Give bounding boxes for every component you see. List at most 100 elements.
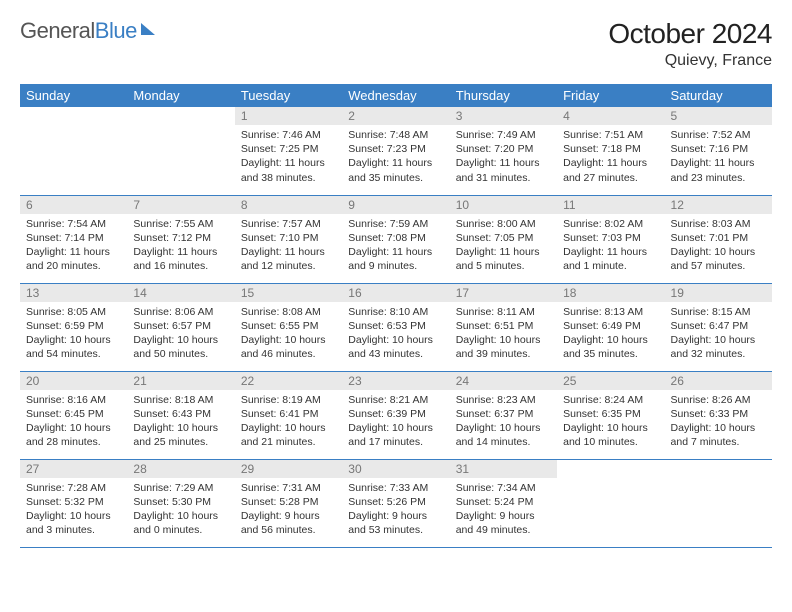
day-details: Sunrise: 8:26 AMSunset: 6:33 PMDaylight:… — [665, 390, 772, 454]
day-details: Sunrise: 7:51 AMSunset: 7:18 PMDaylight:… — [557, 125, 664, 189]
day-cell: 28Sunrise: 7:29 AMSunset: 5:30 PMDayligh… — [127, 459, 234, 547]
day-number: 30 — [342, 460, 449, 478]
day-number: 15 — [235, 284, 342, 302]
day-number: 3 — [450, 107, 557, 125]
day-details: Sunrise: 7:49 AMSunset: 7:20 PMDaylight:… — [450, 125, 557, 189]
day-number: 19 — [665, 284, 772, 302]
logo-text: GeneralBlue — [20, 18, 137, 44]
logo-part1: General — [20, 18, 95, 43]
day-details: Sunrise: 8:10 AMSunset: 6:53 PMDaylight:… — [342, 302, 449, 366]
day-cell: 14Sunrise: 8:06 AMSunset: 6:57 PMDayligh… — [127, 283, 234, 371]
location: Quievy, France — [608, 52, 772, 70]
day-details: Sunrise: 7:31 AMSunset: 5:28 PMDaylight:… — [235, 478, 342, 542]
day-cell: 15Sunrise: 8:08 AMSunset: 6:55 PMDayligh… — [235, 283, 342, 371]
day-details: Sunrise: 8:16 AMSunset: 6:45 PMDaylight:… — [20, 390, 127, 454]
day-header: Saturday — [665, 84, 772, 107]
day-cell: 12Sunrise: 8:03 AMSunset: 7:01 PMDayligh… — [665, 195, 772, 283]
day-number: 12 — [665, 196, 772, 214]
day-details: Sunrise: 8:19 AMSunset: 6:41 PMDaylight:… — [235, 390, 342, 454]
day-details: Sunrise: 8:00 AMSunset: 7:05 PMDaylight:… — [450, 214, 557, 278]
day-cell: 24Sunrise: 8:23 AMSunset: 6:37 PMDayligh… — [450, 371, 557, 459]
day-header-row: SundayMondayTuesdayWednesdayThursdayFrid… — [20, 84, 772, 107]
day-header: Wednesday — [342, 84, 449, 107]
empty-cell — [557, 459, 664, 547]
header: GeneralBlue October 2024 Quievy, France — [20, 18, 772, 70]
day-cell: 16Sunrise: 8:10 AMSunset: 6:53 PMDayligh… — [342, 283, 449, 371]
day-details: Sunrise: 7:57 AMSunset: 7:10 PMDaylight:… — [235, 214, 342, 278]
day-number: 6 — [20, 196, 127, 214]
day-number: 7 — [127, 196, 234, 214]
day-details: Sunrise: 8:23 AMSunset: 6:37 PMDaylight:… — [450, 390, 557, 454]
day-cell: 13Sunrise: 8:05 AMSunset: 6:59 PMDayligh… — [20, 283, 127, 371]
day-details: Sunrise: 8:18 AMSunset: 6:43 PMDaylight:… — [127, 390, 234, 454]
day-details: Sunrise: 8:11 AMSunset: 6:51 PMDaylight:… — [450, 302, 557, 366]
day-cell: 29Sunrise: 7:31 AMSunset: 5:28 PMDayligh… — [235, 459, 342, 547]
day-details: Sunrise: 8:05 AMSunset: 6:59 PMDaylight:… — [20, 302, 127, 366]
day-number: 18 — [557, 284, 664, 302]
day-details: Sunrise: 7:48 AMSunset: 7:23 PMDaylight:… — [342, 125, 449, 189]
day-cell: 7Sunrise: 7:55 AMSunset: 7:12 PMDaylight… — [127, 195, 234, 283]
day-details: Sunrise: 7:46 AMSunset: 7:25 PMDaylight:… — [235, 125, 342, 189]
logo-part2: Blue — [95, 18, 137, 43]
day-cell: 6Sunrise: 7:54 AMSunset: 7:14 PMDaylight… — [20, 195, 127, 283]
day-details: Sunrise: 8:06 AMSunset: 6:57 PMDaylight:… — [127, 302, 234, 366]
day-cell: 18Sunrise: 8:13 AMSunset: 6:49 PMDayligh… — [557, 283, 664, 371]
day-cell: 27Sunrise: 7:28 AMSunset: 5:32 PMDayligh… — [20, 459, 127, 547]
day-details: Sunrise: 8:15 AMSunset: 6:47 PMDaylight:… — [665, 302, 772, 366]
week-row: 6Sunrise: 7:54 AMSunset: 7:14 PMDaylight… — [20, 195, 772, 283]
day-number: 8 — [235, 196, 342, 214]
logo: GeneralBlue — [20, 18, 155, 44]
week-row: 1Sunrise: 7:46 AMSunset: 7:25 PMDaylight… — [20, 107, 772, 195]
day-details: Sunrise: 8:24 AMSunset: 6:35 PMDaylight:… — [557, 390, 664, 454]
day-number: 31 — [450, 460, 557, 478]
day-number: 17 — [450, 284, 557, 302]
week-row: 20Sunrise: 8:16 AMSunset: 6:45 PMDayligh… — [20, 371, 772, 459]
day-number: 10 — [450, 196, 557, 214]
day-number: 1 — [235, 107, 342, 125]
day-details: Sunrise: 7:29 AMSunset: 5:30 PMDaylight:… — [127, 478, 234, 542]
day-cell: 1Sunrise: 7:46 AMSunset: 7:25 PMDaylight… — [235, 107, 342, 195]
day-cell: 8Sunrise: 7:57 AMSunset: 7:10 PMDaylight… — [235, 195, 342, 283]
day-details: Sunrise: 7:33 AMSunset: 5:26 PMDaylight:… — [342, 478, 449, 542]
day-cell: 21Sunrise: 8:18 AMSunset: 6:43 PMDayligh… — [127, 371, 234, 459]
day-cell: 3Sunrise: 7:49 AMSunset: 7:20 PMDaylight… — [450, 107, 557, 195]
day-cell: 25Sunrise: 8:24 AMSunset: 6:35 PMDayligh… — [557, 371, 664, 459]
day-cell: 19Sunrise: 8:15 AMSunset: 6:47 PMDayligh… — [665, 283, 772, 371]
day-details: Sunrise: 7:52 AMSunset: 7:16 PMDaylight:… — [665, 125, 772, 189]
empty-cell — [20, 107, 127, 195]
day-number: 28 — [127, 460, 234, 478]
day-cell: 2Sunrise: 7:48 AMSunset: 7:23 PMDaylight… — [342, 107, 449, 195]
day-number: 27 — [20, 460, 127, 478]
day-cell: 31Sunrise: 7:34 AMSunset: 5:24 PMDayligh… — [450, 459, 557, 547]
day-details: Sunrise: 8:03 AMSunset: 7:01 PMDaylight:… — [665, 214, 772, 278]
day-details: Sunrise: 7:59 AMSunset: 7:08 PMDaylight:… — [342, 214, 449, 278]
day-cell: 9Sunrise: 7:59 AMSunset: 7:08 PMDaylight… — [342, 195, 449, 283]
day-header: Thursday — [450, 84, 557, 107]
day-cell: 20Sunrise: 8:16 AMSunset: 6:45 PMDayligh… — [20, 371, 127, 459]
day-number: 16 — [342, 284, 449, 302]
day-number: 29 — [235, 460, 342, 478]
day-number: 4 — [557, 107, 664, 125]
day-header: Monday — [127, 84, 234, 107]
day-details: Sunrise: 7:34 AMSunset: 5:24 PMDaylight:… — [450, 478, 557, 542]
logo-sail-icon — [141, 23, 155, 35]
empty-cell — [127, 107, 234, 195]
day-cell: 10Sunrise: 8:00 AMSunset: 7:05 PMDayligh… — [450, 195, 557, 283]
day-cell: 23Sunrise: 8:21 AMSunset: 6:39 PMDayligh… — [342, 371, 449, 459]
day-details: Sunrise: 7:54 AMSunset: 7:14 PMDaylight:… — [20, 214, 127, 278]
week-row: 13Sunrise: 8:05 AMSunset: 6:59 PMDayligh… — [20, 283, 772, 371]
day-cell: 4Sunrise: 7:51 AMSunset: 7:18 PMDaylight… — [557, 107, 664, 195]
week-row: 27Sunrise: 7:28 AMSunset: 5:32 PMDayligh… — [20, 459, 772, 547]
day-details: Sunrise: 8:02 AMSunset: 7:03 PMDaylight:… — [557, 214, 664, 278]
month-title: October 2024 — [608, 18, 772, 50]
empty-cell — [665, 459, 772, 547]
day-details: Sunrise: 8:08 AMSunset: 6:55 PMDaylight:… — [235, 302, 342, 366]
day-number: 11 — [557, 196, 664, 214]
day-number: 21 — [127, 372, 234, 390]
day-details: Sunrise: 8:13 AMSunset: 6:49 PMDaylight:… — [557, 302, 664, 366]
calendar: SundayMondayTuesdayWednesdayThursdayFrid… — [20, 84, 772, 548]
day-header: Friday — [557, 84, 664, 107]
day-details: Sunrise: 8:21 AMSunset: 6:39 PMDaylight:… — [342, 390, 449, 454]
title-block: October 2024 Quievy, France — [608, 18, 772, 70]
day-cell: 26Sunrise: 8:26 AMSunset: 6:33 PMDayligh… — [665, 371, 772, 459]
